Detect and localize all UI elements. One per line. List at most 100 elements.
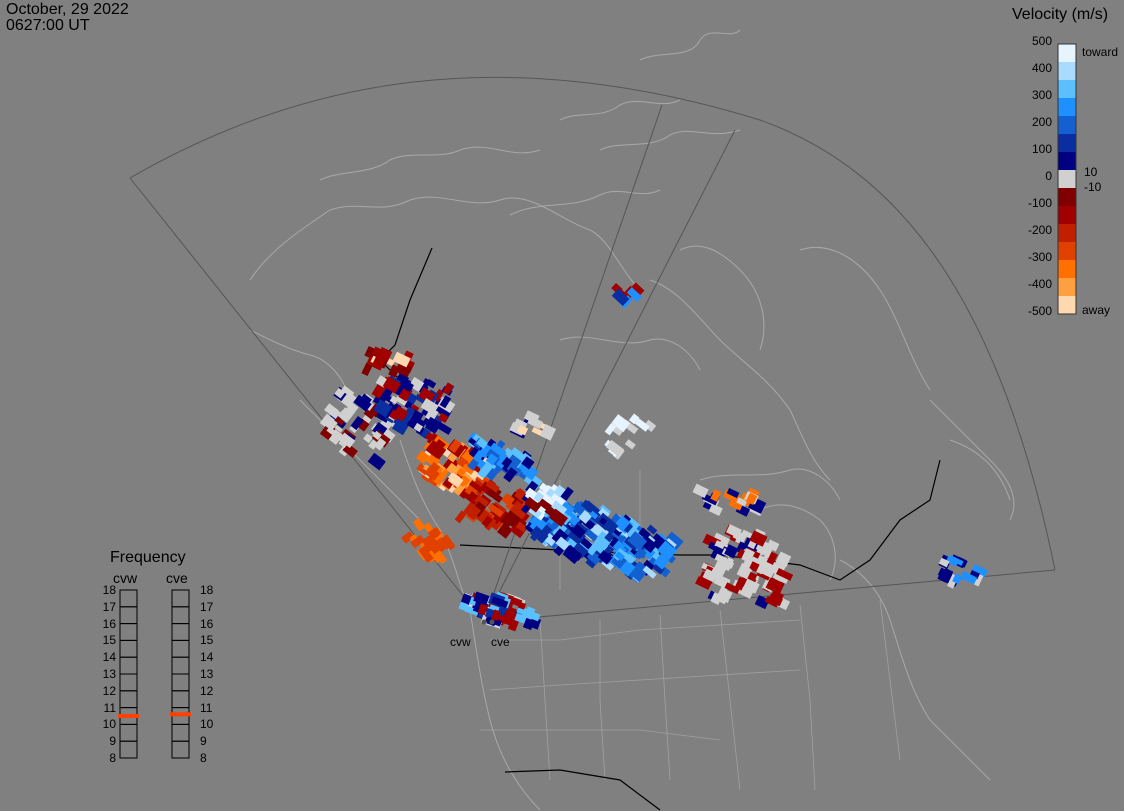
velocity-cell: [514, 489, 525, 500]
frequency-cell-cvw: [119, 639, 138, 658]
velocity-cell: [611, 414, 631, 433]
velocity-cell: [491, 596, 509, 609]
velocity-cell: [468, 491, 479, 501]
colorbar-swatch: [1058, 98, 1076, 117]
velocity-cell: [580, 499, 594, 512]
velocity-cell: [551, 528, 569, 546]
velocity-cell: [506, 462, 522, 477]
velocity-cell: [411, 409, 424, 420]
velocity-cell: [775, 568, 794, 581]
velocity-cell: [613, 527, 623, 537]
frequency-level-label: 12: [102, 683, 116, 698]
velocity-cell: [350, 416, 364, 431]
velocity-cell: [413, 422, 424, 433]
velocity-cell: [571, 524, 586, 539]
frequency-level-label: 17: [102, 599, 116, 614]
frequency-cell-cve: [171, 690, 190, 709]
velocity-cell: [457, 475, 469, 488]
velocity-cell: [522, 464, 539, 481]
frequency-cell-cvw: [119, 606, 138, 625]
velocity-cell: [721, 558, 734, 572]
velocity-cell: [741, 529, 753, 539]
velocity-cell: [724, 582, 741, 595]
velocity-cell: [394, 361, 413, 378]
frequency-cell-cvw: [119, 690, 138, 709]
velocity-cell: [652, 562, 665, 575]
velocity-cell: [710, 592, 723, 605]
velocity-cell: [742, 578, 760, 594]
velocity-cell: [410, 534, 425, 549]
colorbar-tick-label: 300: [1031, 88, 1052, 102]
frequency-panel: [118, 589, 191, 759]
velocity-cell: [755, 543, 767, 554]
velocity-cell: [418, 387, 436, 404]
velocity-cell: [439, 536, 452, 550]
velocity-cell: [596, 530, 613, 547]
radar-fov-outline: [129, 76, 1056, 623]
velocity-cell: [653, 553, 670, 570]
frequency-level-label: 13: [102, 667, 116, 681]
velocity-cell: [373, 399, 393, 418]
velocity-cell: [334, 416, 345, 426]
velocity-cell: [464, 493, 478, 505]
frequency-level-label: 9: [200, 734, 207, 749]
velocity-cell: [402, 406, 416, 421]
velocity-cell: [360, 393, 372, 405]
colorbar-swatch: [1058, 296, 1076, 315]
velocity-cell: [571, 541, 589, 559]
frequency-cell-cvw: [119, 589, 138, 608]
colorbar-tick-label: -200: [1027, 223, 1052, 237]
colorbar-swatch: [1058, 206, 1076, 225]
velocity-cell: [367, 452, 386, 471]
velocity-cell: [477, 463, 493, 480]
velocity-cell: [945, 555, 959, 567]
velocity-cell: [538, 482, 548, 492]
velocity-cell: [718, 588, 733, 603]
colorbar-swatch: [1058, 260, 1076, 279]
velocity-cell: [426, 432, 440, 447]
velocity-cell: [736, 497, 748, 507]
velocity-cell: [634, 418, 650, 432]
velocity-cell: [423, 522, 434, 533]
frequency-level-label: 8: [200, 751, 207, 765]
velocity-cell: [342, 443, 358, 458]
frequency-level-label: 10: [200, 717, 214, 732]
velocity-cell: [424, 466, 440, 481]
frequency-marker-cvw: [118, 714, 139, 718]
velocity-cell: [439, 395, 452, 409]
velocity-cell: [447, 472, 464, 488]
velocity-cell: [714, 553, 728, 565]
frequency-marker-cve: [170, 712, 191, 717]
velocity-cell: [728, 499, 743, 511]
velocity-cell: [634, 547, 646, 560]
velocity-cell: [734, 576, 747, 591]
velocity-cell: [467, 505, 482, 521]
velocity-cell: [329, 407, 341, 419]
velocity-cell: [756, 559, 777, 579]
velocity-cell: [611, 288, 630, 307]
frequency-title: Frequency: [110, 549, 186, 566]
colorbar-title: Velocity (m/s): [1012, 6, 1109, 23]
site-marker-cve: [489, 619, 495, 625]
velocity-cell: [509, 596, 523, 607]
frequency-level-label: 11: [200, 700, 213, 715]
velocity-cell: [368, 439, 379, 450]
velocity-cell: [473, 591, 490, 606]
velocity-cell: [462, 463, 475, 475]
velocity-colorbar: [1057, 43, 1077, 315]
colorbar-swatch: [1058, 116, 1076, 135]
velocity-cell: [392, 351, 411, 368]
velocity-cell: [692, 483, 709, 499]
velocity-cell: [425, 416, 442, 432]
velocity-cell: [422, 378, 431, 387]
velocity-cell: [526, 610, 541, 622]
colorbar-swatch: [1058, 224, 1076, 243]
velocity-cell: [506, 454, 522, 469]
velocity-cell: [467, 458, 479, 471]
velocity-cell: [971, 564, 988, 578]
frequency-level-label: 12: [200, 683, 214, 698]
colorbar-swatch: [1058, 80, 1076, 99]
velocity-cell: [646, 524, 658, 535]
frequency-level-label: 15: [102, 633, 116, 648]
